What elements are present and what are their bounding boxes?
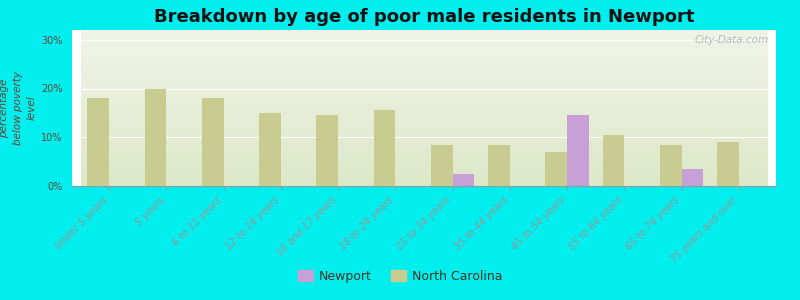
Bar bbox=[682, 169, 703, 186]
Bar bbox=[87, 98, 110, 186]
Bar bbox=[660, 145, 682, 186]
Bar bbox=[546, 152, 567, 186]
Bar bbox=[202, 98, 224, 186]
Bar bbox=[259, 113, 281, 186]
Bar bbox=[145, 88, 166, 186]
Text: City-Data.com: City-Data.com bbox=[695, 35, 769, 45]
Bar bbox=[488, 145, 510, 186]
Legend: Newport, North Carolina: Newport, North Carolina bbox=[293, 265, 507, 288]
Bar bbox=[431, 145, 453, 186]
Title: Breakdown by age of poor male residents in Newport: Breakdown by age of poor male residents … bbox=[154, 8, 694, 26]
Bar bbox=[374, 110, 395, 186]
Bar bbox=[567, 115, 589, 186]
Bar bbox=[316, 115, 338, 186]
Bar bbox=[602, 135, 624, 186]
Bar bbox=[717, 142, 738, 186]
Bar bbox=[453, 174, 474, 186]
Y-axis label: percentage
below poverty
level: percentage below poverty level bbox=[0, 71, 37, 145]
